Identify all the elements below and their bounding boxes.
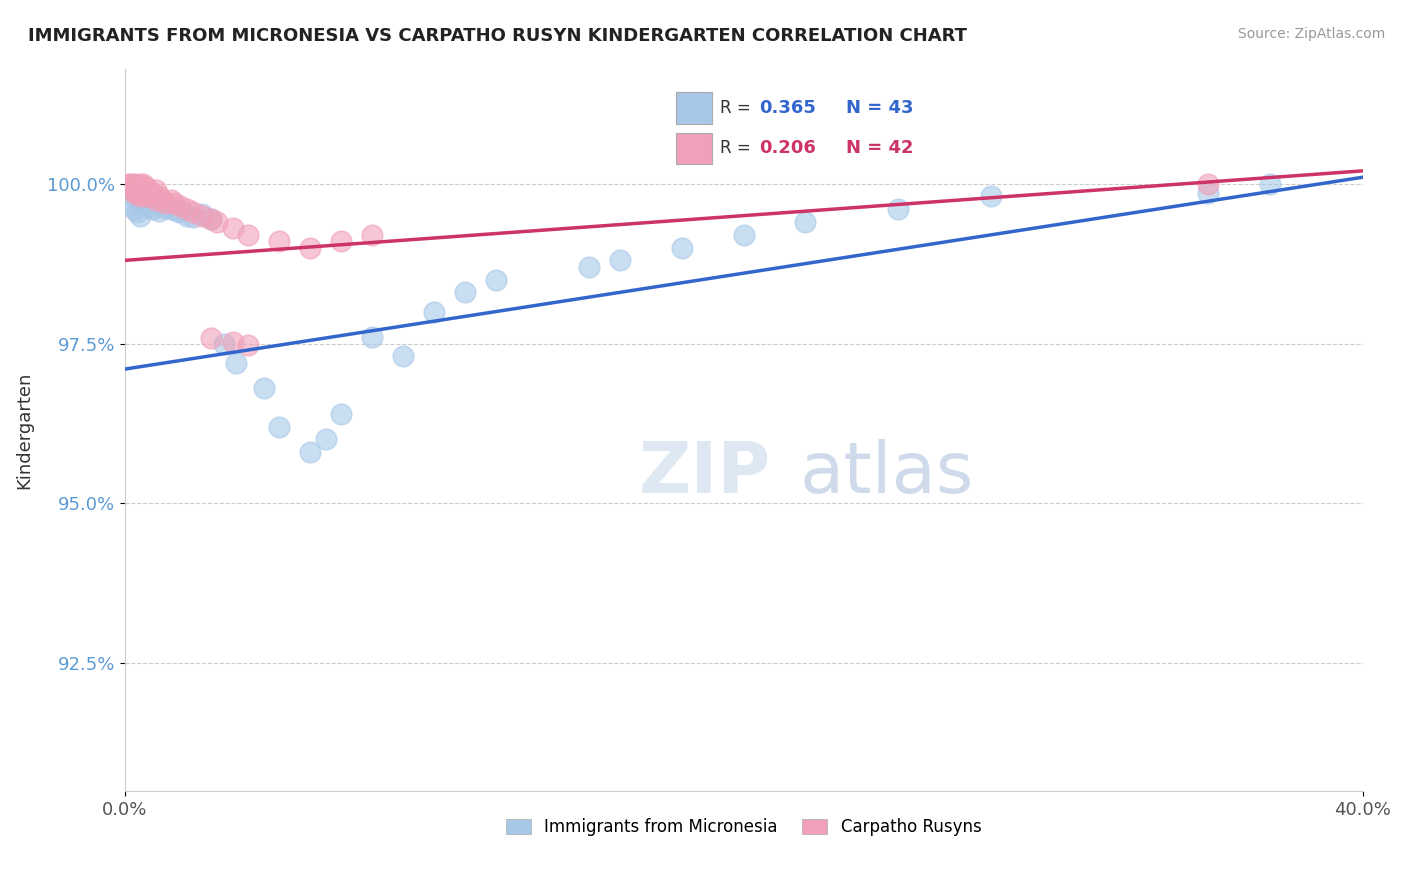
Point (135, 197, 157, 211)
Point (1197, 186, 1219, 201)
Point (120, 183, 142, 197)
Point (200, 331, 222, 345)
Point (191, 207, 214, 221)
Point (609, 253, 631, 268)
Point (299, 241, 322, 255)
Point (160, 193, 183, 207)
Point (200, 211, 222, 226)
Point (361, 227, 384, 242)
Point (129, 193, 152, 207)
Point (578, 260, 600, 274)
Point (423, 304, 446, 318)
Point (1258, 177, 1281, 191)
Point (253, 381, 276, 395)
Point (120, 179, 142, 194)
Point (392, 349, 415, 363)
Point (980, 189, 1002, 203)
Point (225, 356, 247, 370)
Point (125, 179, 148, 194)
Text: IMMIGRANTS FROM MICRONESIA VS CARPATHO RUSYN KINDERGARTEN CORRELATION CHART: IMMIGRANTS FROM MICRONESIA VS CARPATHO R… (28, 27, 967, 45)
Point (887, 202, 910, 217)
Point (141, 186, 163, 201)
Point (299, 445, 322, 459)
Point (207, 215, 229, 229)
Point (122, 186, 145, 201)
Y-axis label: Kindergarten: Kindergarten (15, 371, 32, 489)
Text: atlas: atlas (799, 439, 974, 508)
Point (163, 195, 186, 210)
Point (200, 211, 222, 226)
Point (794, 215, 817, 229)
Point (176, 209, 198, 223)
Point (212, 336, 235, 351)
Legend: Immigrants from Micronesia, Carpatho Rusyns: Immigrants from Micronesia, Carpatho Rus… (498, 810, 990, 845)
Point (129, 209, 152, 223)
Point (122, 177, 145, 191)
Point (122, 186, 145, 201)
Point (361, 330, 384, 344)
Point (129, 189, 152, 203)
Point (129, 183, 152, 197)
Point (238, 338, 260, 352)
Point (166, 203, 188, 218)
Point (148, 189, 170, 203)
Point (315, 433, 337, 447)
Point (135, 179, 157, 194)
Point (222, 221, 245, 235)
Point (269, 234, 291, 248)
Point (330, 407, 353, 421)
Point (132, 186, 155, 201)
Point (269, 419, 291, 434)
Point (169, 205, 191, 219)
Point (454, 285, 477, 300)
Point (148, 203, 170, 218)
Point (145, 193, 167, 207)
Point (122, 202, 145, 217)
Point (191, 209, 214, 223)
Point (120, 177, 142, 191)
Text: Source: ZipAtlas.com: Source: ZipAtlas.com (1237, 27, 1385, 41)
Point (153, 201, 176, 215)
Point (176, 202, 198, 217)
Point (181, 210, 204, 224)
Point (150, 193, 173, 207)
Point (145, 195, 167, 210)
Point (117, 177, 139, 191)
Text: ZIP: ZIP (638, 439, 770, 508)
Point (169, 199, 191, 213)
Point (181, 205, 204, 219)
Point (671, 241, 693, 255)
Point (138, 183, 160, 197)
Point (132, 194, 155, 209)
Point (132, 179, 155, 194)
Point (125, 189, 148, 203)
Point (138, 189, 160, 203)
Point (733, 227, 755, 242)
Point (125, 205, 148, 219)
Point (145, 183, 167, 197)
Point (120, 195, 142, 210)
Point (125, 186, 148, 201)
Point (238, 227, 260, 242)
Point (153, 195, 176, 210)
Point (485, 272, 508, 286)
Point (135, 189, 157, 203)
Point (1197, 177, 1219, 191)
Point (138, 199, 160, 213)
Point (122, 183, 145, 197)
Point (160, 202, 183, 217)
Point (132, 177, 155, 191)
Point (222, 335, 245, 350)
Point (141, 202, 163, 217)
Point (330, 234, 353, 248)
Point (129, 177, 152, 191)
